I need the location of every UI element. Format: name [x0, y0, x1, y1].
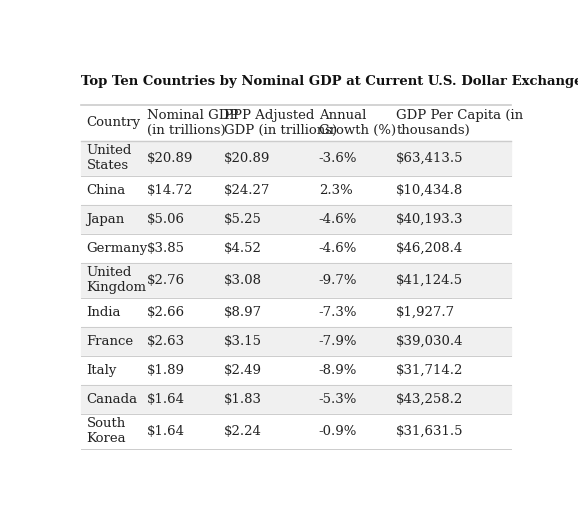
Text: $2.24: $2.24	[224, 425, 262, 438]
Text: Nominal GDP
(in trillions): Nominal GDP (in trillions)	[147, 109, 238, 137]
Text: $3.85: $3.85	[147, 242, 185, 255]
Text: GDP Per Capita (in
thousands): GDP Per Capita (in thousands)	[396, 109, 523, 137]
Text: Japan: Japan	[87, 213, 125, 226]
Bar	[81, 105, 512, 141]
Text: $1.83: $1.83	[224, 393, 262, 406]
Bar	[81, 205, 512, 234]
Text: $31,714.2: $31,714.2	[396, 364, 464, 377]
Bar	[81, 356, 512, 384]
Text: $31,631.5: $31,631.5	[396, 425, 464, 438]
Text: $3.15: $3.15	[224, 335, 262, 348]
Text: France: France	[87, 335, 134, 348]
Text: -9.7%: -9.7%	[319, 274, 357, 287]
Text: $63,413.5: $63,413.5	[396, 152, 464, 165]
Text: -7.9%: -7.9%	[319, 335, 357, 348]
Text: $14.72: $14.72	[147, 184, 193, 197]
Text: Top Ten Countries by Nominal GDP at Current U.S. Dollar Exchange Rates: Top Ten Countries by Nominal GDP at Curr…	[81, 75, 578, 88]
Text: 2.3%: 2.3%	[319, 184, 353, 197]
Text: -0.9%: -0.9%	[319, 425, 357, 438]
Text: $43,258.2: $43,258.2	[396, 393, 464, 406]
Text: Germany: Germany	[87, 242, 148, 255]
Text: $10,434.8: $10,434.8	[396, 184, 464, 197]
Text: United
Kingdom: United Kingdom	[87, 266, 147, 294]
Text: -4.6%: -4.6%	[319, 242, 357, 255]
Bar	[81, 176, 512, 205]
Text: $2.63: $2.63	[147, 335, 185, 348]
Text: $24.27: $24.27	[224, 184, 271, 197]
Text: South
Korea: South Korea	[87, 417, 126, 445]
Text: India: India	[87, 306, 121, 319]
Text: $40,193.3: $40,193.3	[396, 213, 464, 226]
Text: $1.64: $1.64	[147, 425, 185, 438]
Text: -7.3%: -7.3%	[319, 306, 357, 319]
Text: United
States: United States	[87, 144, 132, 172]
Bar	[81, 327, 512, 356]
Text: $2.66: $2.66	[147, 306, 185, 319]
Text: $3.08: $3.08	[224, 274, 262, 287]
Text: $5.25: $5.25	[224, 213, 262, 226]
Text: $2.49: $2.49	[224, 364, 262, 377]
Text: $20.89: $20.89	[147, 152, 193, 165]
Text: $5.06: $5.06	[147, 213, 185, 226]
Bar	[81, 414, 512, 449]
Text: $2.76: $2.76	[147, 274, 185, 287]
Text: China: China	[87, 184, 126, 197]
Text: $1.89: $1.89	[147, 364, 185, 377]
Text: Canada: Canada	[87, 393, 138, 406]
Text: -5.3%: -5.3%	[319, 393, 357, 406]
Text: $46,208.4: $46,208.4	[396, 242, 464, 255]
Text: Annual
Growth (%): Annual Growth (%)	[319, 109, 396, 137]
Text: $1,927.7: $1,927.7	[396, 306, 455, 319]
Bar	[81, 298, 512, 327]
Text: $8.97: $8.97	[224, 306, 262, 319]
Bar	[81, 141, 512, 176]
Text: Italy: Italy	[87, 364, 117, 377]
Text: $39,030.4: $39,030.4	[396, 335, 464, 348]
Text: Country: Country	[87, 116, 140, 129]
Text: $4.52: $4.52	[224, 242, 262, 255]
Text: -4.6%: -4.6%	[319, 213, 357, 226]
Text: PPP Adjusted
GDP (in trillions): PPP Adjusted GDP (in trillions)	[224, 109, 338, 137]
Bar	[81, 384, 512, 414]
Text: $41,124.5: $41,124.5	[396, 274, 464, 287]
Text: -8.9%: -8.9%	[319, 364, 357, 377]
Text: $1.64: $1.64	[147, 393, 185, 406]
Bar	[81, 234, 512, 263]
Text: -3.6%: -3.6%	[319, 152, 357, 165]
Bar	[81, 263, 512, 298]
Text: $20.89: $20.89	[224, 152, 271, 165]
